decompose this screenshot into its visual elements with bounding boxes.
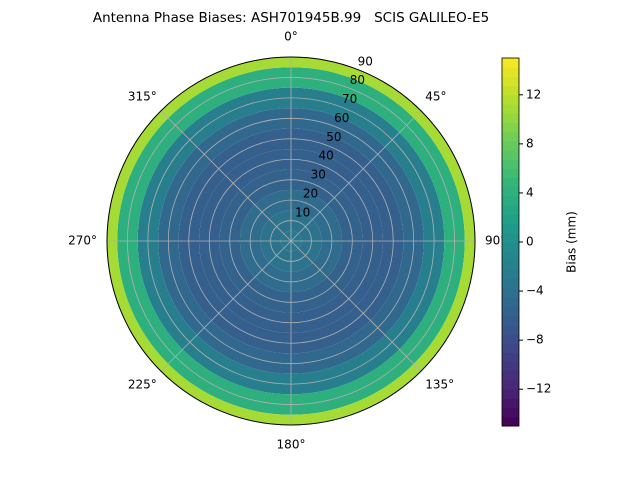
- chart-title: Antenna Phase Biases: ASH701945B.99 SCIS…: [93, 10, 489, 26]
- azimuth-label: 90°: [485, 234, 506, 248]
- colorbar-segment: [502, 122, 519, 133]
- azimuth-label: 135°: [425, 378, 454, 392]
- radial-tick-label: 90: [358, 54, 373, 68]
- colorbar-segment: [502, 232, 519, 243]
- colorbar-segment: [502, 398, 519, 409]
- colorbar-segment: [502, 269, 519, 280]
- colorbar-tick-label: 8: [526, 136, 534, 150]
- colorbar-segment: [502, 288, 519, 298]
- colorbar-label: Bias (mm): [565, 211, 579, 273]
- radial-tick-label: 80: [350, 73, 365, 87]
- colorbar-segment: [502, 85, 519, 96]
- colorbar-segment: [502, 113, 519, 123]
- azimuth-label: 180°: [277, 438, 306, 452]
- colorbar-tick-label: 4: [526, 185, 534, 199]
- colorbar-segment: [502, 324, 519, 335]
- colorbar-segment: [502, 380, 519, 390]
- colorbar-segment: [502, 196, 519, 206]
- colorbar-tick-label: −8: [526, 333, 544, 347]
- colorbar-segment: [502, 242, 519, 252]
- azimuth-label: 45°: [425, 89, 446, 103]
- colorbar-segment: [502, 58, 519, 68]
- colorbar-segment: [502, 407, 519, 418]
- radial-tick-label: 30: [311, 168, 326, 182]
- colorbar-segment: [502, 223, 519, 234]
- colorbar-segment: [502, 168, 519, 179]
- colorbar-tick-label: −12: [526, 382, 551, 396]
- radial-tick-label: 60: [334, 111, 349, 125]
- colorbar-segment: [502, 104, 519, 114]
- colorbar-segment: [502, 140, 519, 151]
- colorbar-tick-label: 12: [526, 87, 541, 101]
- azimuth-label: 270°: [68, 234, 97, 248]
- radial-tick-label: 50: [326, 130, 341, 144]
- radial-tick-label: 20: [303, 186, 318, 200]
- colorbar-segment: [502, 76, 519, 87]
- colorbar-segment: [502, 205, 519, 215]
- colorbar-segment: [502, 159, 519, 169]
- azimuth-label: 315°: [128, 89, 157, 103]
- colorbar-tick-label: 0: [526, 235, 534, 249]
- radial-tick-label: 40: [318, 149, 333, 163]
- polar-frame: [106, 56, 476, 426]
- colorbar-segment: [502, 370, 519, 381]
- colorbar-segment: [502, 306, 519, 317]
- colorbar-segment: [502, 343, 519, 353]
- colorbar-segment: [502, 334, 519, 344]
- colorbar-segment: [502, 315, 519, 326]
- radial-tick-label: 10: [295, 205, 310, 219]
- colorbar-tick-label: −4: [526, 284, 544, 298]
- colorbar-segment: [502, 131, 519, 142]
- colorbar-segment: [502, 260, 519, 271]
- radial-tick-label: 70: [342, 92, 357, 106]
- azimuth-label: 225°: [128, 378, 157, 392]
- colorbar-segment: [502, 94, 519, 105]
- colorbar-segment: [502, 361, 519, 372]
- colorbar-segment: [502, 177, 519, 188]
- colorbar-segment: [502, 389, 519, 399]
- colorbar-segment: [502, 67, 519, 77]
- colorbar-segment: [502, 251, 519, 261]
- azimuth-label: 0°: [284, 30, 298, 44]
- colorbar-segment: [502, 186, 519, 197]
- grid-spoke: [160, 110, 292, 242]
- grid-spoke: [290, 110, 422, 242]
- grid-spoke: [160, 240, 292, 372]
- colorbar-segment: [502, 150, 519, 160]
- colorbar-segment: [502, 416, 519, 427]
- colorbar-segment: [502, 352, 519, 363]
- colorbar-segment: [502, 278, 519, 289]
- colorbar-segment: [502, 214, 519, 225]
- colorbar-segment: [502, 297, 519, 307]
- grid-spoke: [290, 240, 422, 372]
